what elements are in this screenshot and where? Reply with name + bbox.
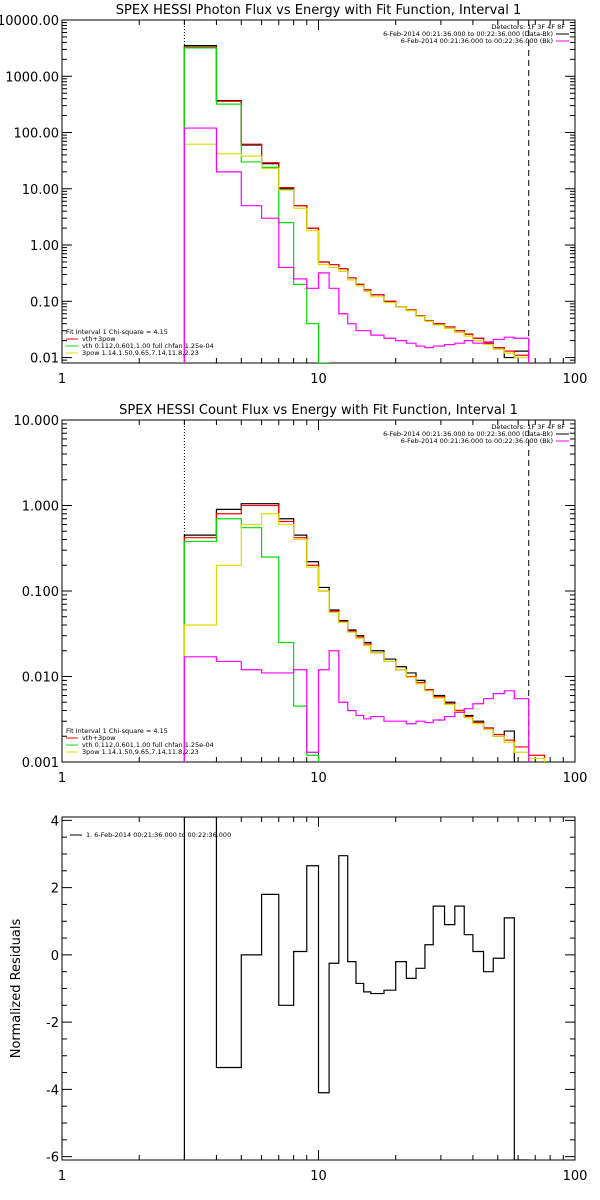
y-tick-label: 0.01: [30, 352, 59, 367]
y-tick-label: 0.001: [22, 756, 59, 771]
chart-panel-3: Normalized Residuals 1 10 100 -6 -4 -2 0 2 4 1. 6-…: [9, 814, 587, 1184]
y-tick-label: 100.00: [14, 127, 60, 142]
legend-entry: Detectors: 1F 3F 4F 8F: [491, 423, 565, 431]
x-tick-label: 100: [563, 1169, 588, 1184]
series-line-5: [183, 650, 530, 762]
y-tick-label: -4: [46, 1083, 59, 1098]
y-tick-label: 0.010: [22, 671, 59, 686]
x-tick-label: 10: [310, 372, 327, 387]
series-line-1: [183, 817, 529, 1160]
y-tick-label: 2: [51, 882, 59, 897]
legend-entry: 3pow 1.14,1.50,9.65,7.14,11.8,2.23: [82, 349, 199, 357]
legend-entry: Fit Interval 1 Chi-square = 4.15: [66, 328, 168, 336]
series-line-3: [183, 47, 330, 363]
x-tick-label: 10: [310, 771, 327, 786]
chart-panel-1: SPEX HESSI Photon Flux vs Energy with Fi…: [0, 3, 587, 387]
y-axis-label: Normalized Residuals: [9, 919, 24, 1059]
y-tick-label: 1000.00: [5, 70, 59, 85]
chart-panel-2: SPEX HESSI Count Flux vs Energy with Fit…: [14, 403, 588, 786]
x-tick-label: 1: [58, 1169, 66, 1184]
series-line-1: [183, 45, 530, 363]
plot-frame: [61, 19, 576, 364]
y-tick-label: 1.00: [30, 239, 59, 254]
legend-entry: 1. 6-Feb-2014 00:21:36.000 to 00:22:36.0…: [86, 831, 231, 839]
y-tick-label: 0.10: [30, 295, 59, 310]
legend-entry: 3pow 1.14,1.50,9.65,7.14,11.8,2.23: [82, 748, 199, 756]
legend-entry: vth 0.112,0.601,1.00 full chfan 1.25e-04: [82, 741, 214, 749]
y-tick-label: 10.00: [22, 183, 59, 198]
legend-entry: 6-Feb-2014 00:21:36.000 to 00:22:36.000 …: [383, 430, 553, 438]
series-line-2: [183, 504, 546, 762]
y-tick-label: 0: [51, 949, 59, 964]
chart-title: SPEX HESSI Photon Flux vs Energy with Fi…: [116, 3, 522, 18]
x-tick-label: 100: [563, 771, 588, 786]
y-tick-label: -2: [46, 1016, 59, 1031]
x-tick-label: 1: [58, 372, 66, 387]
legend-entry: Fit Interval 1 Chi-square = 4.15: [66, 727, 168, 735]
legend-entry: vth 0.112,0.601,1.00 full chfan 1.25e-04: [82, 342, 214, 350]
y-tick-label: 10000.00: [0, 14, 59, 29]
series-line-1: [183, 503, 515, 762]
series-line-5: [183, 127, 530, 363]
legend-entry: vth+3pow: [82, 335, 116, 343]
legend-entry: Detectors: 1F 3F 4F 8F: [491, 23, 565, 31]
series-line-3: [183, 518, 320, 762]
x-axis: 1 10 100: [58, 817, 588, 1184]
y-tick-label: 10.000: [14, 414, 60, 429]
y-axis: 0.001 0.010 0.100 1.000 10.000: [14, 414, 575, 771]
x-axis: 1 10 100: [58, 420, 588, 786]
x-tick-label: 100: [563, 372, 588, 387]
legend-entry: 6-Feb-2014 00:21:36.000 to 00:22:36.000 …: [383, 30, 553, 38]
y-tick-label: 0.100: [22, 585, 59, 600]
y-tick-label: 1.000: [22, 500, 59, 515]
legend-entry: 6-Feb-2014 00:21:36.000 to 00:22:36.000 …: [401, 437, 553, 445]
x-tick-label: 1: [58, 771, 66, 786]
series-group: [183, 817, 529, 1160]
chart-title: SPEX HESSI Count Flux vs Energy with Fit…: [119, 403, 518, 418]
y-axis: -6 -4 -2 0 2 4: [46, 814, 575, 1166]
series-line-4: [183, 513, 546, 762]
y-tick-label: -6: [46, 1151, 59, 1166]
y-tick-label: 4: [51, 814, 59, 829]
x-tick-label: 10: [310, 1169, 327, 1184]
legend-entry: 6-Feb-2014 00:21:36.000 to 00:22:36.000 …: [401, 37, 553, 45]
series-group: [183, 503, 546, 762]
legend-entry: vth+3pow: [82, 734, 116, 742]
y-axis: 0.01 0.10 1.00 10.00 100.00 1000.00 10000.00: [0, 14, 575, 367]
series-group: [183, 45, 530, 363]
series-line-4: [183, 143, 530, 363]
series-line-2: [183, 46, 530, 363]
